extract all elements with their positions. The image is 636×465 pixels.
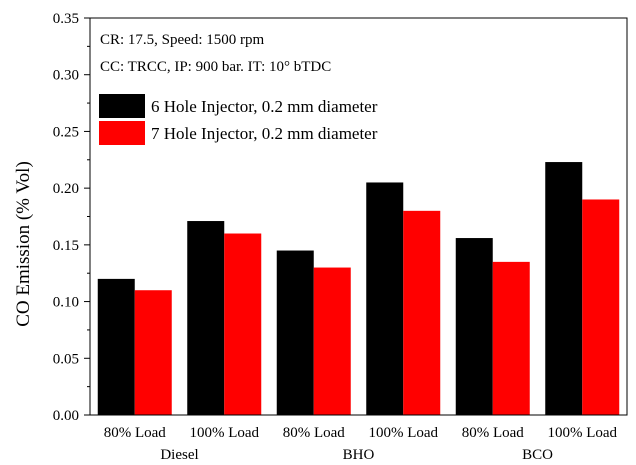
legend-swatch-7-hole	[99, 121, 145, 145]
x-tick-label-6: 100% Load	[547, 425, 617, 441]
bar-series-1-cat-6	[545, 162, 583, 415]
bars-layer	[97, 162, 620, 415]
x-tick-label-2: 100% Load	[189, 425, 259, 441]
y-tick-label-3: 0.10	[53, 295, 79, 311]
legend-label-6-hole: 6 Hole Injector, 0.2 mm diameter	[151, 97, 378, 116]
legend-swatch-6-hole	[99, 94, 145, 118]
bar-series-2-cat-2	[224, 233, 262, 415]
annotation-line-2: CC: TRCC, IP: 900 bar. IT: 10° bTDC	[100, 59, 331, 75]
bar-series-1-cat-2	[187, 221, 225, 415]
bar-series-1-cat-3	[276, 250, 314, 415]
x-group-label-2: BHO	[343, 447, 375, 463]
x-tick-label-1: 80% Load	[104, 425, 167, 441]
y-tick-label-2: 0.05	[53, 351, 79, 367]
x-tick-label-5: 80% Load	[462, 425, 525, 441]
bar-series-1-cat-4	[366, 182, 404, 415]
axes-layer	[84, 17, 628, 416]
x-group-label-3: BCO	[522, 447, 553, 463]
y-axis-title: CO Emission (% Vol)	[13, 161, 34, 327]
y-tick-label-5: 0.20	[53, 181, 79, 197]
bar-series-2-cat-6	[582, 199, 620, 415]
bar-series-2-cat-3	[313, 267, 351, 415]
x-group-label-1: Diesel	[160, 447, 198, 463]
bar-series-1-cat-5	[455, 238, 493, 415]
y-tick-label-1: 0.00	[53, 408, 79, 424]
category-labels-layer: 80% Load 100% Load 80% Load 100% Load 80% Lo…	[104, 425, 618, 463]
legend-label-7-hole: 7 Hole Injector, 0.2 mm diameter	[151, 124, 378, 143]
bar-series-2-cat-1	[134, 290, 172, 415]
bar-series-2-cat-4	[403, 210, 441, 415]
legend: 6 Hole Injector, 0.2 mm diameter 7 Hole …	[99, 94, 378, 145]
tick-labels-layer: 0.00 0.05 0.10 0.15 0.20 0.25 0.30 0.35	[53, 11, 79, 424]
y-tick-label-8: 0.35	[53, 11, 79, 27]
x-tick-label-4: 100% Load	[368, 425, 438, 441]
x-tick-label-3: 80% Load	[283, 425, 346, 441]
annotation-line-1: CR: 17.5, Speed: 1500 rpm	[100, 32, 264, 48]
y-tick-label-6: 0.25	[53, 124, 79, 140]
bar-series-2-cat-5	[492, 261, 530, 415]
bar-series-1-cat-1	[97, 278, 135, 415]
y-tick-label-4: 0.15	[53, 238, 79, 254]
y-tick-label-7: 0.30	[53, 68, 79, 84]
